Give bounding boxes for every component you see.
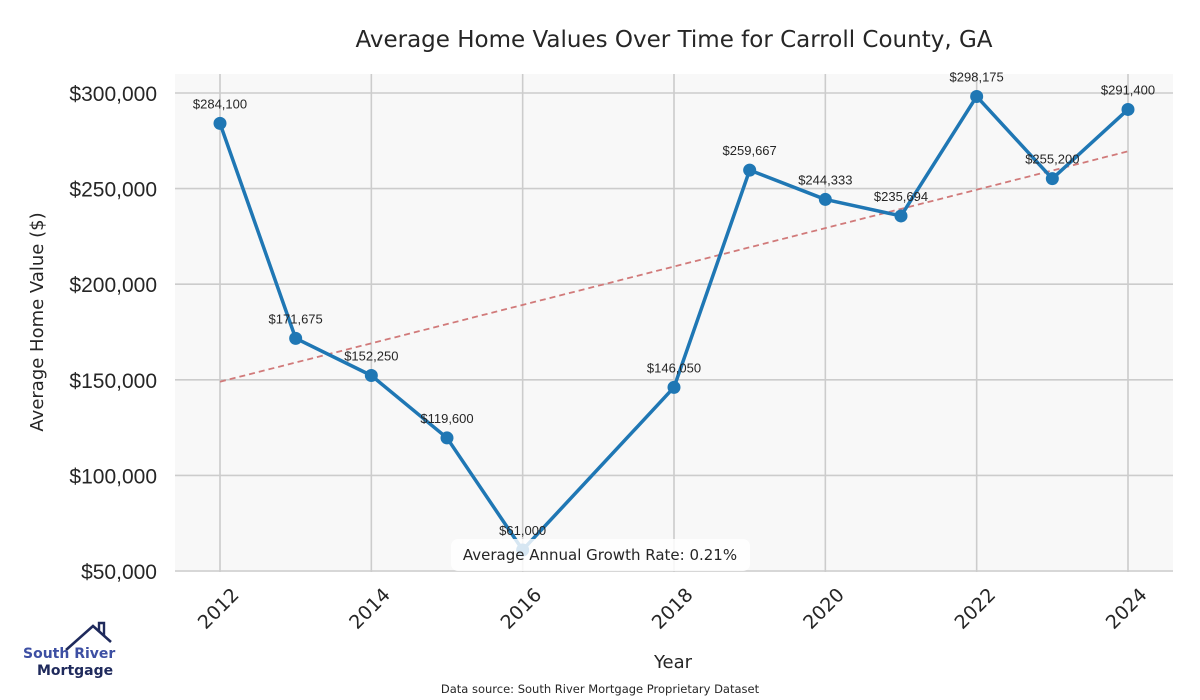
trend-line [219,150,1129,383]
south-river-mortgage-logo: South River Mortgage [23,621,115,679]
data-label: $298,175 [950,69,1004,84]
house-roof-icon [65,624,112,651]
data-point [743,163,757,177]
logo-line1: South River [23,646,115,662]
x-tick-label: 2014 [345,584,395,634]
data-point [289,331,303,345]
x-tick-label: 2018 [648,584,698,634]
gridlines [175,74,1173,572]
x-tick-label: 2022 [950,584,1000,634]
y-tick-label: $250,000 [69,179,157,202]
series-line [218,94,1130,552]
y-tick-label: $100,000 [69,465,157,488]
data-label: $171,675 [269,311,323,326]
house-chimney-icon [97,621,106,636]
data-point [1121,102,1135,116]
x-axis-ticks: 2012 2014 2016 2018 2020 2022 2024 [194,584,1152,634]
x-tick-label: 2016 [496,584,546,634]
y-axis-label: Average Home Value ($) [27,212,48,431]
data-point [818,192,832,206]
data-labels: $284,100 $171,675 $152,250 $119,600 $61,000 $… [193,69,1155,537]
data-label: $146,050 [647,360,701,375]
data-label: $244,333 [798,172,852,187]
data-source-note: Data source: South River Mortgage Propri… [441,682,760,696]
data-label: $119,600 [420,411,473,426]
annotation-text: Average Annual Growth Rate: 0.21% [463,546,737,564]
data-label: $291,400 [1101,82,1155,97]
y-tick-label: $300,000 [69,83,157,106]
annotation-box [451,539,750,571]
y-axis-ticks: $50,000 $100,000 $150,000 $200,000 $250,000 $… [69,83,157,584]
data-point [440,431,454,445]
y-tick-label: $50,000 [81,561,157,584]
growth-rate-annotation: Average Annual Growth Rate: 0.21% [451,539,750,571]
y-tick-label: $200,000 [69,274,157,297]
data-point [894,209,908,223]
data-label: $255,200 [1025,152,1079,167]
data-label: $259,667 [723,143,777,158]
x-tick-label: 2012 [194,584,244,634]
chart-title: Average Home Values Over Time for Carrol… [355,27,992,53]
x-tick-label: 2020 [799,584,849,634]
data-label: $235,694 [874,189,928,204]
logo-line2: Mortgage [37,663,113,679]
data-point [364,368,378,382]
data-point [970,89,984,103]
data-label: $61,000 [499,523,546,538]
data-label: $152,250 [344,348,398,363]
data-point [213,116,227,130]
x-axis-label: Year [653,652,693,673]
x-tick-label: 2024 [1102,584,1152,634]
data-point [667,380,681,394]
data-label: $284,100 [193,96,247,111]
data-point [1045,172,1059,186]
y-tick-label: $150,000 [69,370,157,393]
